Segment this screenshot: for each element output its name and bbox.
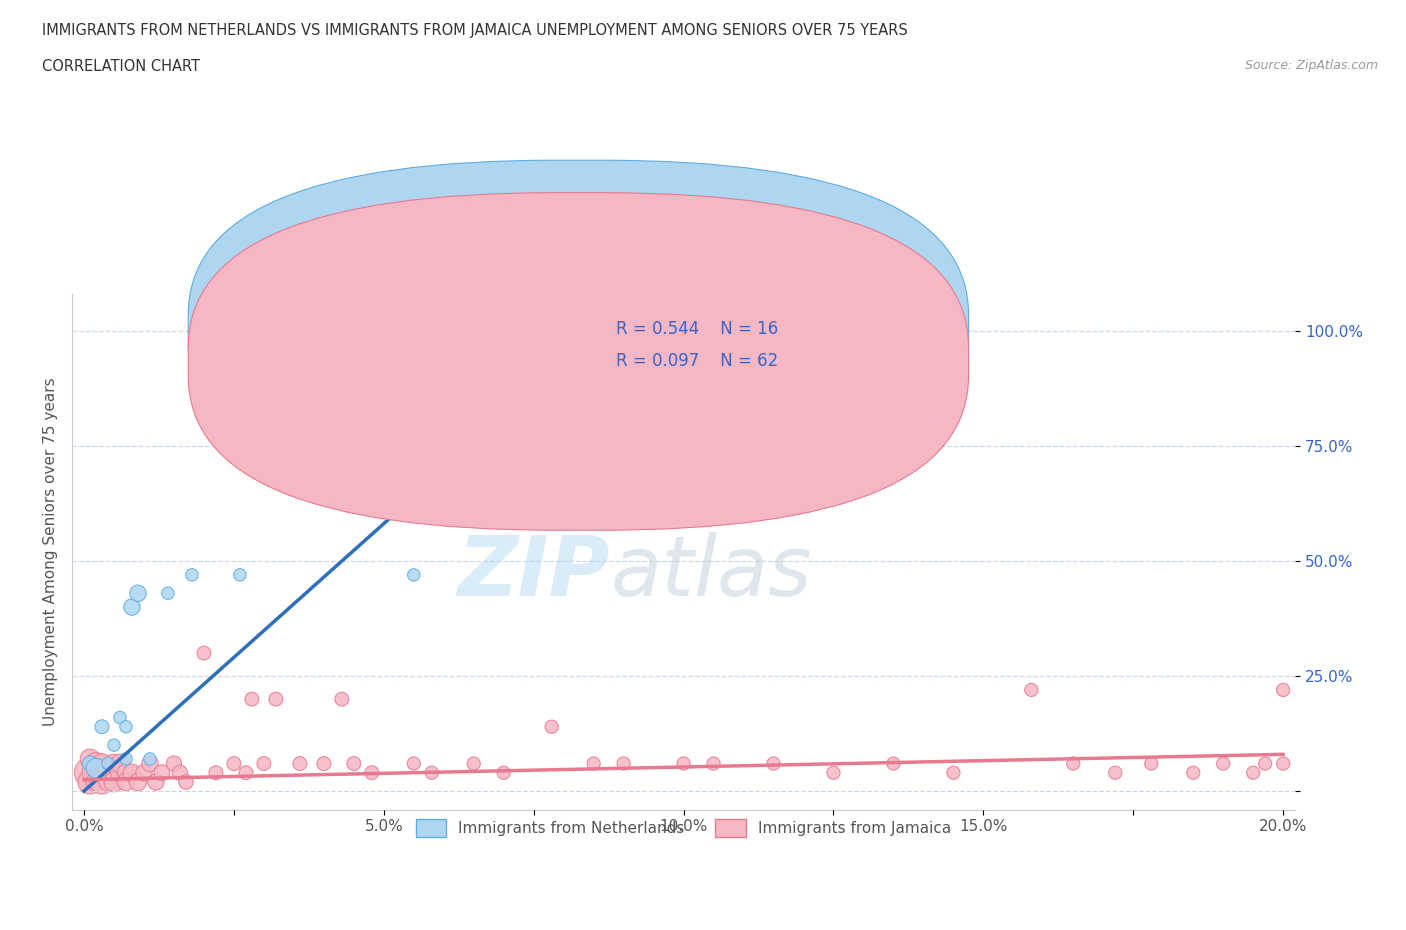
- FancyBboxPatch shape: [188, 160, 969, 498]
- Point: [942, 765, 965, 780]
- Point: [540, 719, 562, 734]
- Point: [193, 645, 215, 660]
- Point: [1182, 765, 1205, 780]
- Text: atlas: atlas: [610, 532, 811, 613]
- Point: [103, 756, 125, 771]
- Point: [84, 765, 107, 780]
- Point: [553, 338, 575, 352]
- Text: CORRELATION CHART: CORRELATION CHART: [42, 59, 200, 73]
- Point: [91, 756, 114, 771]
- Point: [1241, 765, 1264, 780]
- Point: [420, 765, 443, 780]
- Point: [132, 765, 155, 780]
- Point: [1062, 756, 1084, 771]
- Point: [121, 600, 143, 615]
- Point: [108, 756, 131, 771]
- Point: [97, 765, 120, 780]
- Point: [205, 765, 228, 780]
- Point: [229, 567, 252, 582]
- Point: [91, 765, 114, 780]
- Point: [103, 737, 125, 752]
- Point: [582, 756, 605, 771]
- Point: [84, 775, 107, 790]
- FancyBboxPatch shape: [524, 304, 891, 387]
- Point: [91, 775, 114, 790]
- Point: [84, 756, 107, 771]
- Point: [115, 775, 138, 790]
- Text: R = 0.097    N = 62: R = 0.097 N = 62: [616, 352, 779, 370]
- Point: [97, 775, 120, 790]
- Point: [222, 756, 245, 771]
- Point: [115, 719, 138, 734]
- Point: [169, 765, 191, 780]
- Text: Source: ZipAtlas.com: Source: ZipAtlas.com: [1244, 59, 1378, 72]
- Point: [1272, 683, 1295, 698]
- Point: [139, 751, 162, 766]
- Point: [97, 756, 120, 771]
- Point: [343, 756, 366, 771]
- Point: [156, 586, 179, 601]
- Point: [882, 756, 904, 771]
- Point: [108, 765, 131, 780]
- Point: [79, 775, 101, 790]
- Text: ZIP: ZIP: [457, 532, 610, 613]
- Point: [264, 692, 287, 707]
- Point: [240, 692, 263, 707]
- Point: [150, 765, 173, 780]
- Point: [463, 756, 485, 771]
- Point: [139, 756, 162, 771]
- Point: [115, 751, 138, 766]
- Point: [145, 775, 167, 790]
- Point: [127, 775, 149, 790]
- Point: [181, 567, 204, 582]
- Point: [163, 756, 186, 771]
- Y-axis label: Unemployment Among Seniors over 75 years: Unemployment Among Seniors over 75 years: [44, 378, 58, 726]
- Text: IMMIGRANTS FROM NETHERLANDS VS IMMIGRANTS FROM JAMAICA UNEMPLOYMENT AMONG SENIOR: IMMIGRANTS FROM NETHERLANDS VS IMMIGRANT…: [42, 23, 908, 38]
- Point: [703, 756, 725, 771]
- Point: [127, 586, 149, 601]
- Point: [330, 692, 353, 707]
- Point: [1104, 765, 1126, 780]
- Point: [115, 765, 138, 780]
- Point: [103, 765, 125, 780]
- Point: [1021, 683, 1043, 698]
- Point: [103, 775, 125, 790]
- Point: [672, 756, 695, 771]
- Point: [288, 756, 311, 771]
- Point: [823, 765, 845, 780]
- Point: [79, 765, 101, 780]
- Point: [1212, 756, 1234, 771]
- Point: [613, 756, 636, 771]
- Text: R = 0.544    N = 16: R = 0.544 N = 16: [616, 320, 779, 339]
- Point: [762, 756, 785, 771]
- Legend: Immigrants from Netherlands, Immigrants from Jamaica: Immigrants from Netherlands, Immigrants …: [409, 813, 957, 844]
- Point: [360, 765, 382, 780]
- Point: [1254, 756, 1277, 771]
- Point: [84, 761, 107, 776]
- FancyBboxPatch shape: [188, 193, 969, 530]
- Point: [312, 756, 335, 771]
- Point: [492, 765, 515, 780]
- Point: [79, 751, 101, 766]
- Point: [91, 719, 114, 734]
- Point: [253, 756, 276, 771]
- Point: [79, 756, 101, 771]
- Point: [402, 567, 425, 582]
- Point: [1140, 756, 1163, 771]
- Point: [235, 765, 257, 780]
- Point: [108, 711, 131, 725]
- Point: [402, 756, 425, 771]
- Point: [174, 775, 197, 790]
- Point: [1272, 756, 1295, 771]
- Point: [121, 765, 143, 780]
